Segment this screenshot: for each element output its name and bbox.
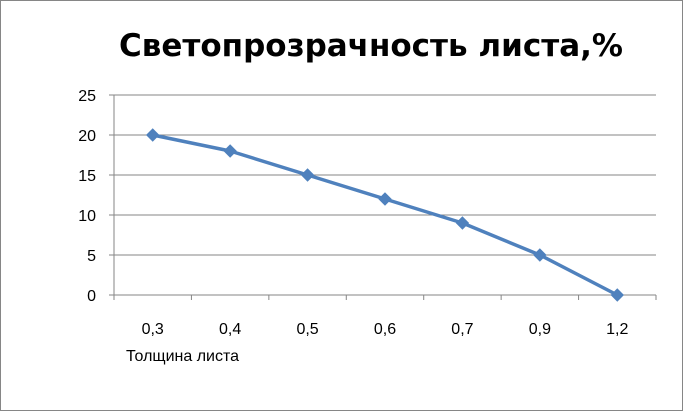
data-point-marker [223, 144, 237, 158]
x-tick-label: 0,3 [142, 321, 164, 338]
y-tick-label: 0 [87, 288, 96, 305]
data-point-marker [455, 216, 470, 230]
x-tick-label: 0,6 [374, 321, 396, 338]
x-tick-labels: 0,3 0,4 0,5 0,6 0,7 0,9 1,2 [142, 321, 629, 338]
y-tick-label: 5 [87, 248, 96, 265]
x-tick-label: 0,5 [296, 321, 318, 338]
data-point-marker [378, 192, 392, 206]
data-point-marker [610, 288, 624, 302]
x-axis-title: Толщина листа [126, 348, 239, 365]
data-point-marker [533, 248, 547, 262]
axes [109, 94, 657, 300]
y-tick-label: 20 [78, 128, 96, 145]
chart-title: Светопрозрачность листа,% [119, 28, 623, 64]
y-tick-label: 15 [78, 168, 96, 185]
data-point-marker [300, 168, 315, 182]
x-tick-label: 0,9 [529, 321, 551, 338]
x-tick-label: 0,4 [219, 321, 241, 338]
x-tick-label: 1,2 [606, 321, 628, 338]
gridlines [114, 94, 656, 256]
data-point-marker [146, 128, 160, 142]
y-tick-label: 25 [78, 88, 96, 105]
y-tick-label: 10 [78, 208, 96, 225]
x-tick-label: 0,7 [451, 321, 473, 338]
y-tick-labels: 0 5 10 15 20 25 [78, 88, 96, 305]
series [146, 128, 624, 302]
